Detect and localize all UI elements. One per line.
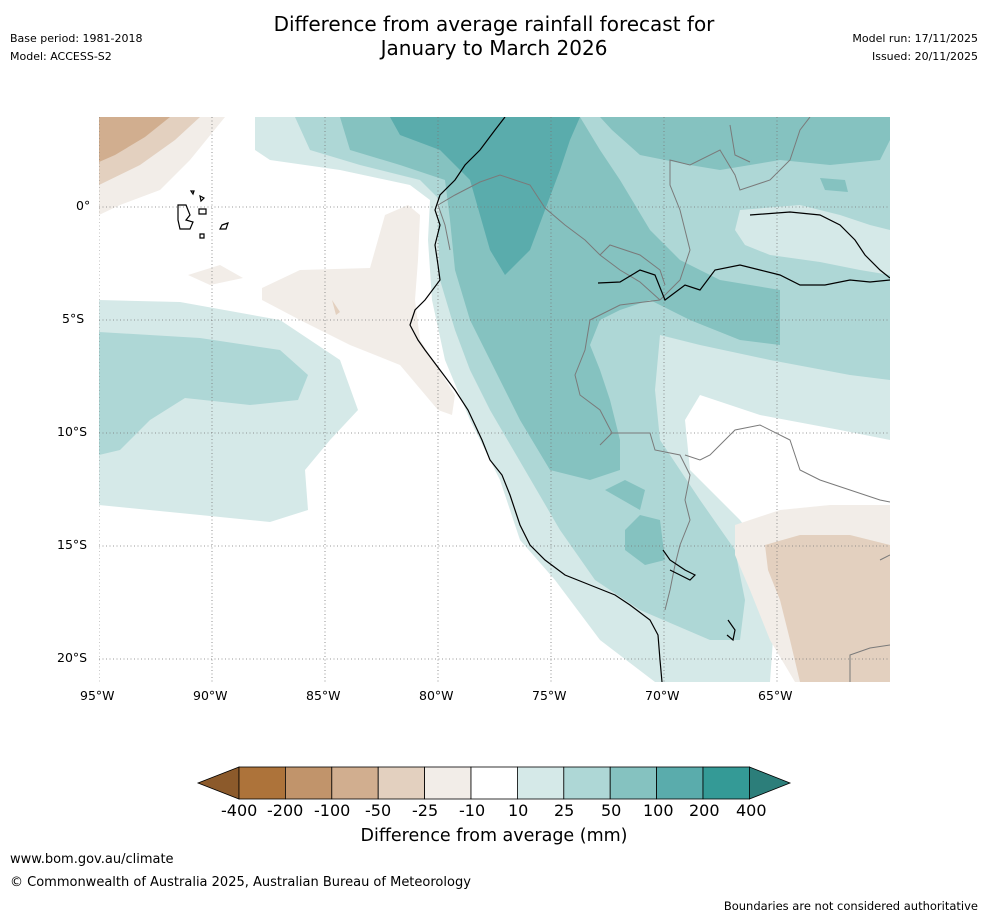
colorbar-tick-100: 100 [643, 801, 674, 820]
anomaly-region-nw-50 [99, 117, 170, 162]
colorbar-bin-zero [470, 766, 518, 800]
anomaly-region-west-ocean-25 [99, 332, 308, 455]
colorbar-tick-200: 200 [689, 801, 720, 820]
colorbar-tick-25: 25 [554, 801, 575, 820]
copyright-text: © Commonwealth of Australia 2025, Austra… [10, 875, 471, 890]
coastlines [409, 117, 890, 682]
colorbar-bin-10 [517, 766, 565, 800]
colorbar-tick-10: 10 [508, 801, 529, 820]
colorbar-bin-neg100 [284, 766, 333, 800]
lat-label-20s: 20°S [57, 650, 88, 665]
colorbar-extend-low [196, 766, 240, 800]
anomaly-region-pacific-neg10 [262, 205, 455, 415]
anomaly-region-pacific-neg25 [332, 300, 340, 315]
colorbar-tick-neg10: -10 [459, 801, 486, 820]
lon-label-70w: 70°W [645, 688, 680, 703]
lat-label-15s: 15°S [57, 537, 88, 552]
colorbar-bin-100 [656, 766, 704, 800]
colorbar-bin-50 [609, 766, 658, 800]
colorbar-bin-neg200 [238, 766, 286, 800]
lat-label-5s: 5°S [62, 311, 85, 326]
colorbar-bin-neg25 [377, 766, 426, 800]
lon-label-90w: 90°W [193, 688, 228, 703]
galapagos-islands [177, 190, 229, 239]
colorbar-tick-50: 50 [601, 801, 622, 820]
model-run-label: Model run: 17/11/2025 [852, 32, 978, 45]
colorbar-bin-200 [702, 766, 750, 800]
lat-label-10s: 10°S [57, 424, 88, 439]
anomaly-region-equator-white-10 [735, 205, 890, 275]
colorbar-bin-25 [563, 766, 611, 800]
colorbar-bin-neg50 [331, 766, 379, 800]
anomaly-region-continent-50 [340, 117, 890, 480]
lon-label-85w: 85°W [306, 688, 341, 703]
lon-label-80w: 80°W [419, 688, 454, 703]
title-line-1: Difference from average rainfall forecas… [273, 12, 715, 36]
anomaly-region-pacific-neg10b [188, 265, 243, 285]
issued-label: Issued: 20/11/2025 [871, 50, 978, 63]
model-label: Model: ACCESS-S2 [10, 50, 112, 63]
colorbar-bin-neg10 [424, 766, 472, 800]
colorbar-tick-neg50: -50 [365, 801, 392, 820]
lon-label-75w: 75°W [532, 688, 567, 703]
lon-label-65w: 65°W [758, 688, 793, 703]
graticule [99, 117, 890, 682]
anomaly-region-continent-50b [605, 480, 645, 510]
colorbar-label: Difference from average (mm) [360, 826, 628, 846]
page-title: Difference from average rainfall forecas… [0, 12, 988, 60]
bom-url-link[interactable]: www.bom.gov.au/climate [10, 852, 174, 867]
anomaly-region-continent-50d [692, 117, 780, 160]
anomaly-region-andes-100 [390, 117, 580, 275]
base-period-label: Base period: 1981-2018 [10, 32, 143, 45]
country-borders [437, 117, 890, 682]
colorbar-tick-neg400: -400 [221, 801, 258, 820]
colorbar-tick-neg100: -100 [314, 801, 351, 820]
colorbar-tick-neg25: -25 [412, 801, 439, 820]
anomaly-region-se-neg25 [765, 535, 890, 682]
colorbar-extend-high [749, 766, 792, 800]
lat-label-0: 0° [76, 198, 91, 213]
colorbar-tick-neg200: -200 [267, 801, 304, 820]
anomaly-region-continent-50e [820, 178, 848, 192]
anomaly-region-continent-50c [625, 515, 665, 565]
colorbar-tick-400: 400 [736, 801, 767, 820]
title-line-2: January to March 2026 [380, 36, 608, 60]
lon-label-95w: 95°W [80, 688, 115, 703]
boundary-disclaimer: Boundaries are not considered authoritat… [723, 899, 978, 913]
